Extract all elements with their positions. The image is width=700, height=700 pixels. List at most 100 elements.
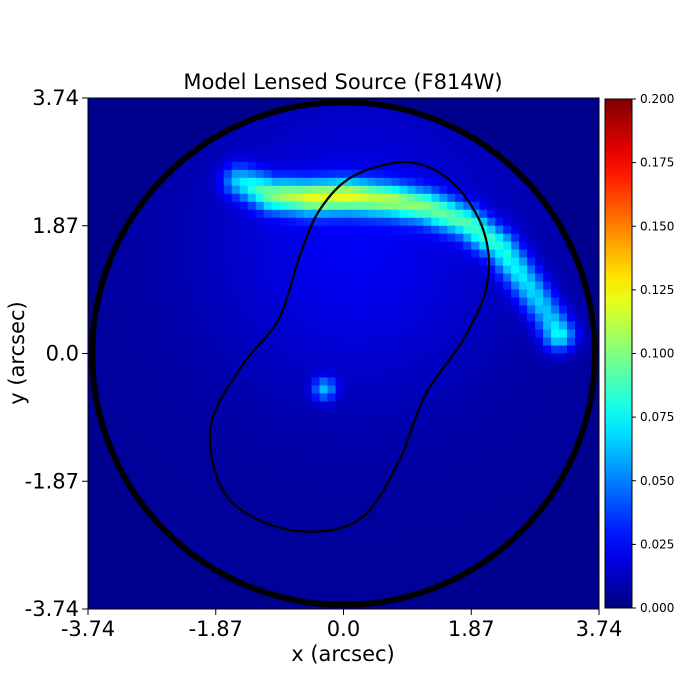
heatmap-cell: [463, 225, 472, 235]
heatmap-cell: [311, 153, 321, 163]
heatmap-cell: [135, 321, 145, 331]
heatmap-cell: [535, 313, 544, 323]
heatmap-cell: [159, 257, 169, 267]
heatmap-cell: [559, 337, 568, 347]
heatmap-cell: [239, 425, 249, 434]
heatmap-cell: [335, 161, 345, 171]
heatmap-cell: [127, 353, 137, 363]
heatmap-cell: [303, 505, 313, 514]
heatmap-cell: [247, 273, 257, 283]
heatmap-cell: [567, 313, 576, 323]
heatmap-cell: [303, 465, 313, 474]
heatmap-cell: [479, 385, 488, 395]
heatmap-cell: [367, 585, 377, 594]
heatmap-cell: [119, 377, 129, 387]
heatmap-cell: [95, 393, 105, 402]
heatmap-cell: [111, 337, 121, 347]
heatmap-cell: [119, 409, 129, 418]
heatmap-cell: [439, 505, 448, 514]
heatmap-cell: [503, 481, 512, 490]
heatmap-cell: [295, 321, 305, 331]
heatmap-cell: [527, 209, 536, 219]
heatmap-cell: [407, 265, 416, 275]
heatmap-cell: [359, 249, 369, 259]
heatmap-cell: [335, 105, 345, 115]
heatmap-cell: [287, 305, 297, 315]
heatmap-cell: [319, 345, 329, 355]
heatmap-cell: [223, 265, 233, 275]
heatmap-cell: [327, 225, 337, 235]
heatmap-cell: [487, 449, 496, 458]
heatmap-cell: [247, 297, 257, 307]
heatmap-cell: [447, 393, 456, 402]
heatmap-cell: [295, 521, 305, 530]
heatmap-cell: [199, 369, 209, 379]
heatmap-cell: [375, 505, 385, 514]
heatmap-cell: [399, 441, 408, 450]
heatmap-cell: [399, 313, 408, 323]
heatmap-cell: [191, 153, 201, 163]
heatmap-cell: [279, 313, 289, 323]
heatmap-cell: [439, 273, 448, 283]
heatmap-cell: [447, 385, 456, 395]
heatmap-cell: [327, 481, 337, 490]
heatmap-cell: [327, 393, 337, 402]
heatmap-cell: [551, 345, 560, 355]
heatmap-cell: [287, 121, 297, 131]
heatmap-cell: [567, 353, 576, 363]
heatmap-cell: [503, 377, 512, 387]
heatmap-cell: [111, 417, 121, 426]
heatmap-cell: [239, 129, 249, 139]
heatmap-cell: [111, 289, 121, 299]
heatmap-cell: [127, 361, 137, 371]
heatmap-cell: [575, 345, 584, 355]
heatmap-cell: [207, 505, 217, 514]
heatmap-cell: [423, 465, 432, 474]
heatmap-cell: [255, 441, 265, 450]
heatmap-cell: [383, 169, 392, 179]
heatmap-cell: [311, 177, 321, 187]
heatmap-cell: [455, 441, 464, 450]
heatmap-cell: [119, 257, 129, 267]
heatmap-cell: [239, 377, 249, 387]
heatmap-cell: [383, 393, 392, 402]
heatmap-cell: [247, 489, 257, 498]
heatmap-cell: [559, 305, 568, 315]
heatmap-cell: [415, 577, 424, 586]
heatmap-cell: [143, 497, 153, 506]
heatmap-cell: [327, 441, 337, 450]
heatmap-cell: [271, 137, 281, 147]
heatmap-cell: [415, 265, 424, 275]
heatmap-cell: [351, 329, 361, 339]
heatmap-cell: [167, 369, 177, 379]
heatmap-cell: [359, 201, 369, 211]
heatmap-cell: [447, 217, 456, 227]
heatmap-cell: [551, 321, 560, 331]
heatmap-cell: [295, 585, 305, 594]
heatmap-cell: [207, 185, 217, 195]
heatmap-cell: [487, 153, 496, 163]
heatmap-cell: [143, 217, 153, 227]
heatmap-cell: [487, 425, 496, 434]
heatmap-cell: [199, 337, 209, 347]
heatmap-cell: [263, 201, 273, 211]
heatmap-cell: [95, 377, 105, 387]
heatmap-cell: [311, 529, 321, 538]
heatmap-cell: [495, 193, 504, 203]
heatmap-cell: [279, 209, 289, 219]
heatmap-cell: [343, 425, 353, 434]
heatmap-cell: [399, 409, 408, 418]
heatmap-cell: [343, 529, 353, 538]
heatmap-cell: [343, 409, 353, 418]
heatmap-cell: [239, 209, 249, 219]
heatmap-cell: [431, 481, 440, 490]
heatmap-cell: [343, 441, 353, 450]
heatmap-cell: [351, 489, 361, 498]
heatmap-cell: [215, 193, 225, 203]
heatmap-cell: [431, 377, 440, 387]
heatmap-cell: [279, 353, 289, 363]
heatmap-cell: [175, 337, 185, 347]
heatmap-cell: [127, 321, 137, 331]
heatmap-cell: [383, 137, 392, 147]
